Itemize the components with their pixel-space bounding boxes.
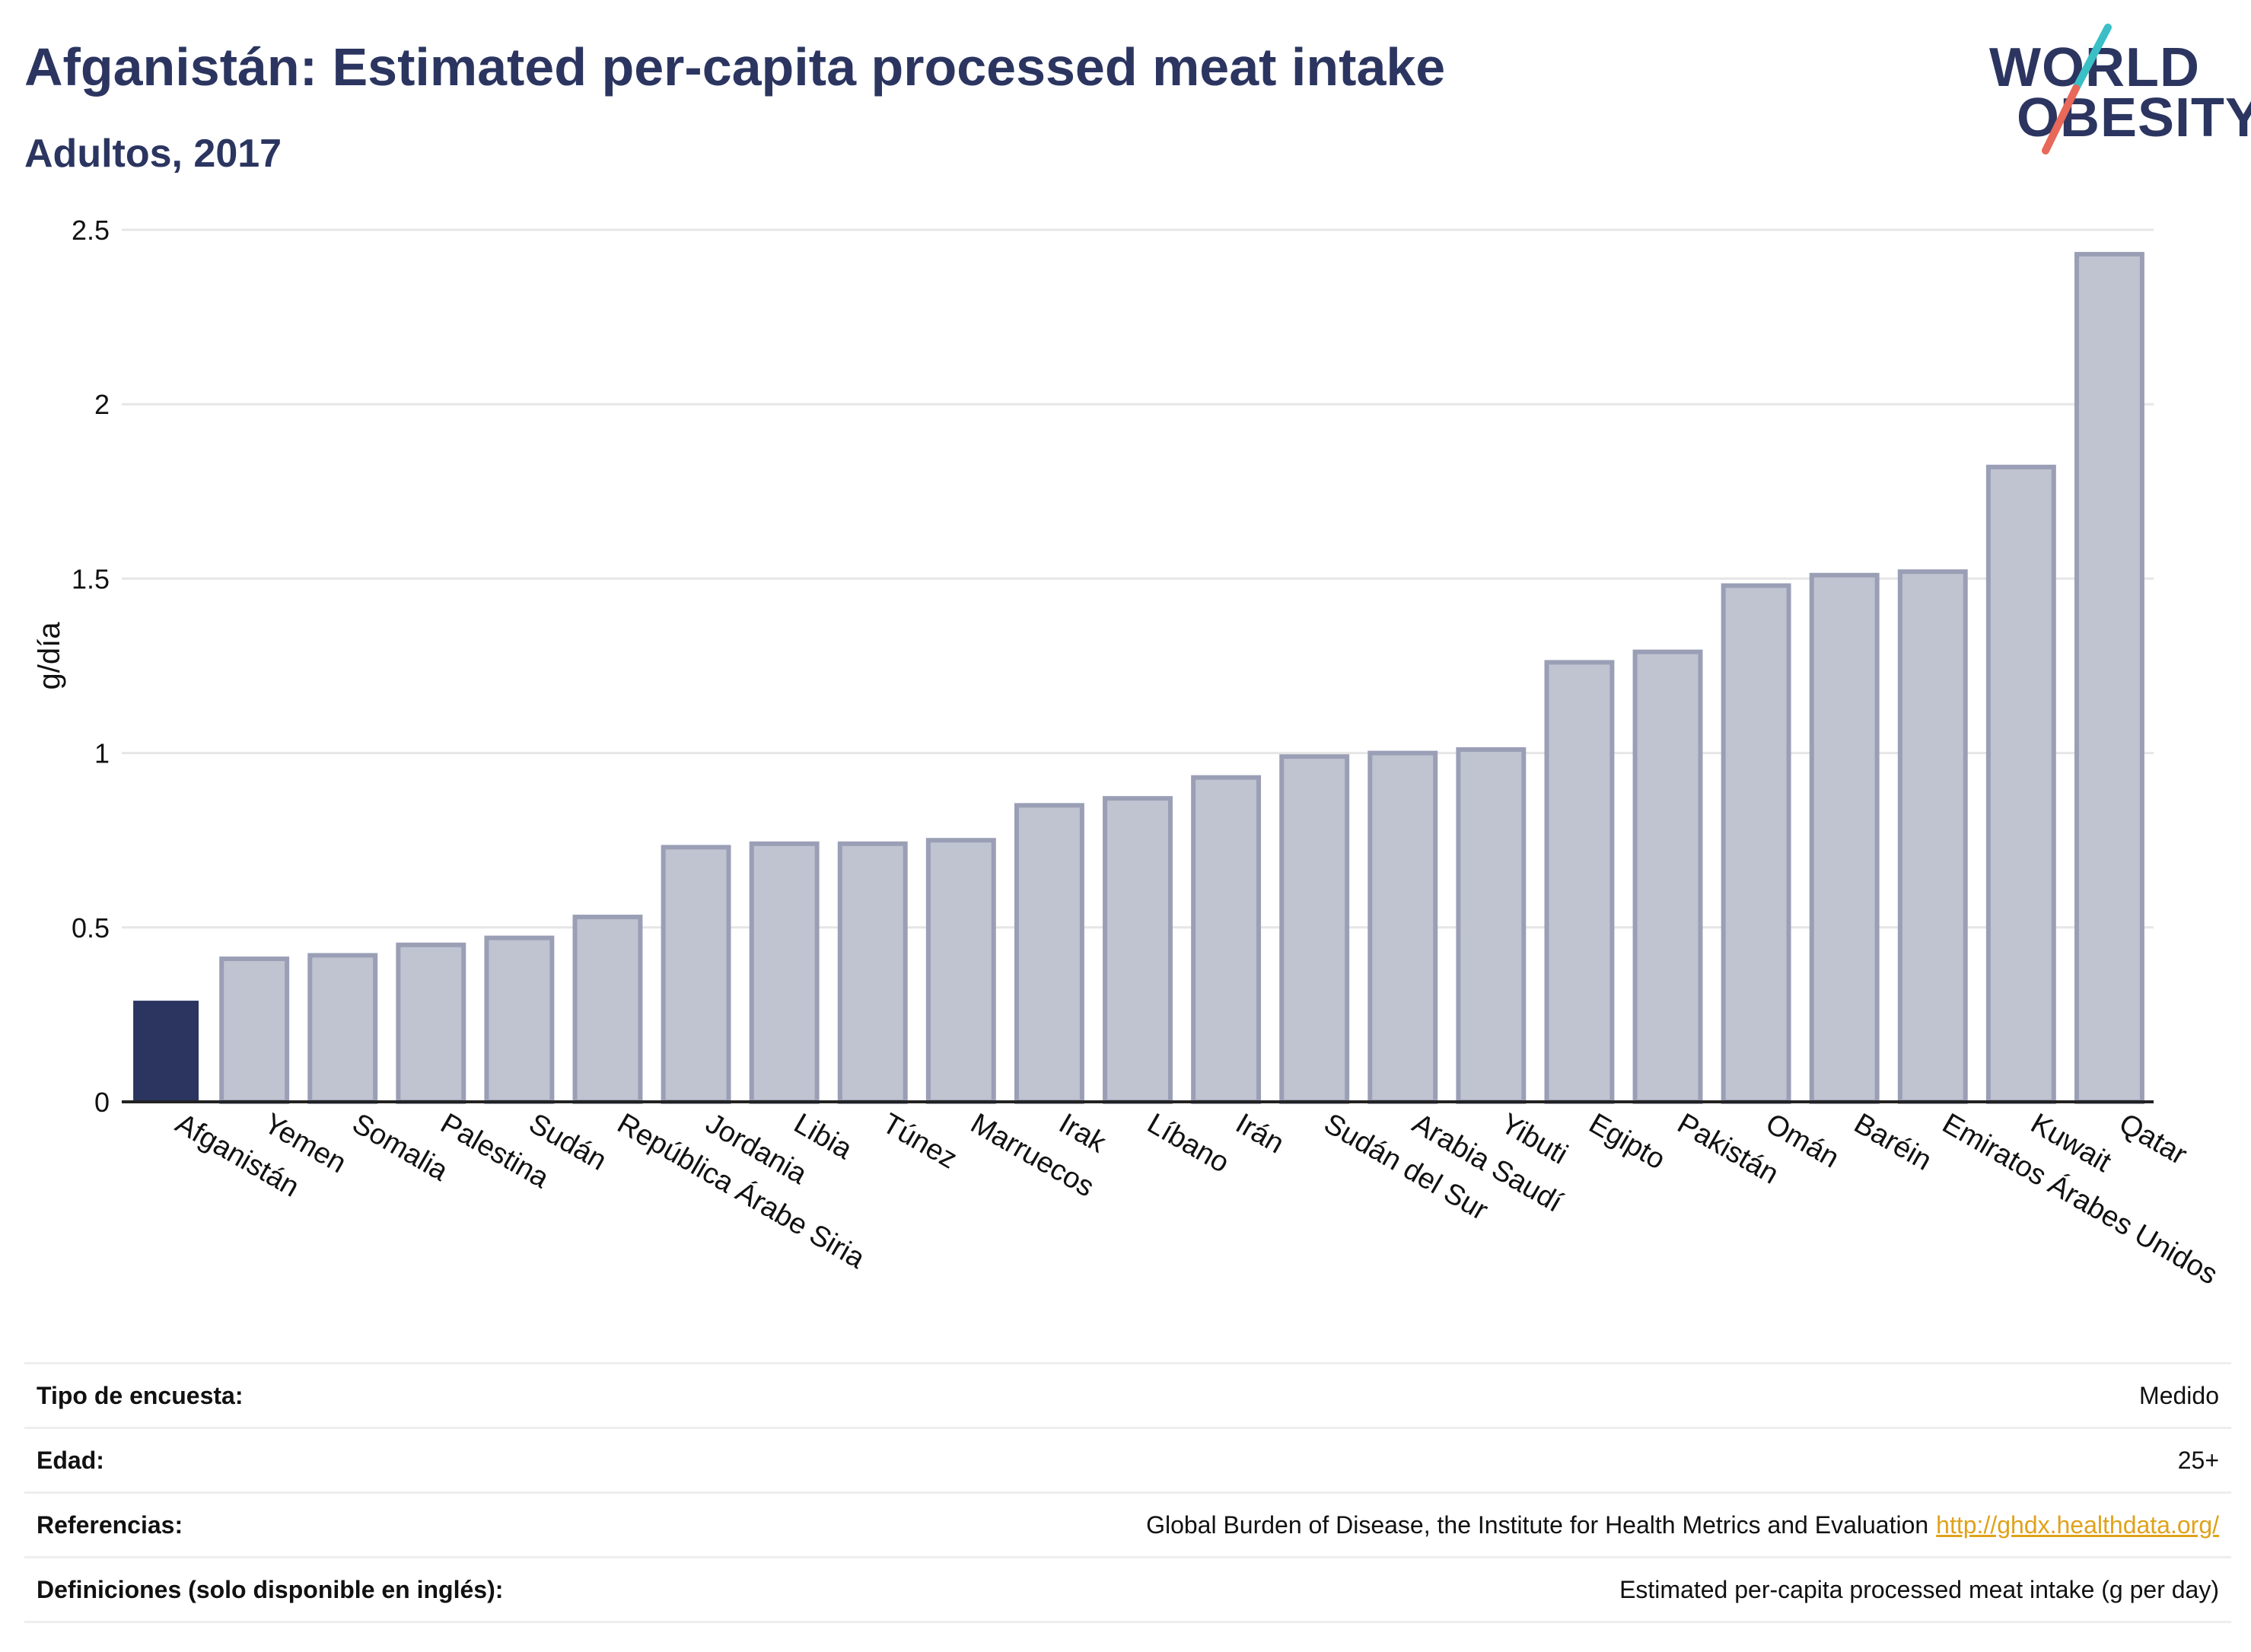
bar-8[interactable] (837, 841, 908, 1105)
bar-6[interactable] (661, 845, 731, 1105)
bar-13[interactable] (1279, 754, 1350, 1105)
y-tick-label: 1 (94, 738, 110, 769)
x-tick-label: Pakistán (1672, 1107, 1784, 1190)
bar-5[interactable] (572, 915, 643, 1104)
y-tick-label: 2 (94, 389, 110, 420)
bar-1[interactable] (219, 957, 290, 1105)
bars (133, 252, 2144, 1105)
x-tick-label: Líbano (1142, 1107, 1235, 1179)
bar-15[interactable] (1456, 747, 1527, 1104)
bar-0[interactable] (133, 1001, 199, 1102)
y-tick-label: 0.5 (72, 912, 110, 944)
references-label: Referencias: (37, 1510, 183, 1539)
bar-18[interactable] (1721, 583, 1791, 1104)
logo-slash-icon (2042, 24, 2112, 154)
survey-type-label: Tipo de encuesta: (37, 1381, 244, 1409)
meta-row-references: Referencias: Global Burden of Disease, t… (24, 1491, 2231, 1556)
bar-14[interactable] (1367, 750, 1438, 1104)
bar-17[interactable] (1632, 649, 1703, 1104)
bar-12[interactable] (1191, 775, 1262, 1104)
x-tick-label: Qatar (2113, 1107, 2192, 1171)
x-tick-label: Irán (1231, 1107, 1290, 1160)
world-obesity-logo: WORLD OBESITY (1986, 21, 2251, 166)
y-axis-ticks: 0 0.5 1 1.5 2 2.5 (72, 215, 110, 1118)
meta-row-age: Edad: 25+ (24, 1427, 2231, 1491)
bar-4[interactable] (484, 935, 555, 1104)
y-tick-label: 2.5 (72, 215, 110, 246)
bar-20[interactable] (1897, 569, 1968, 1104)
bar-16[interactable] (1544, 660, 1615, 1104)
chart-subtitle: Adultos, 2017 (24, 132, 282, 176)
age-value: 25+ (2177, 1446, 2219, 1474)
bar-2[interactable] (307, 953, 378, 1105)
bar-21[interactable] (1985, 464, 2056, 1104)
x-tick-label: Baréin (1848, 1107, 1937, 1176)
bar-chart: 0 0.5 1 1.5 2 2.5 AfganistánYemenSomaliaPales… (33, 215, 2224, 1291)
bar-9[interactable] (925, 838, 996, 1104)
references-value: Global Burden of Disease, the Institute … (1146, 1511, 2219, 1539)
x-tick-label: Egipto (1584, 1107, 1670, 1176)
x-tick-label: Somalia (347, 1107, 454, 1187)
meta-row-definitions: Definiciones (solo disponible en inglés)… (24, 1556, 2231, 1623)
age-label: Edad: (37, 1446, 104, 1474)
survey-type-value: Medido (2139, 1381, 2219, 1409)
y-tick-label: 1.5 (72, 563, 110, 594)
definitions-value: Estimated per-capita processed meat inta… (1619, 1575, 2219, 1603)
bar-7[interactable] (749, 841, 820, 1105)
x-tick-label: Irak (1053, 1107, 1112, 1160)
bar-11[interactable] (1103, 796, 1173, 1105)
y-tick-label: 0 (94, 1087, 110, 1118)
meta-row-survey: Tipo de encuesta: Medido (24, 1362, 2231, 1427)
chart-title: Afganistán: Estimated per-capita process… (24, 37, 1446, 97)
bar-19[interactable] (1809, 572, 1880, 1104)
bar-3[interactable] (396, 942, 466, 1104)
y-axis-label: g/día (33, 622, 66, 690)
references-text: Global Burden of Disease, the Institute … (1146, 1510, 1929, 1539)
metadata-table: Tipo de encuesta: Medido Edad: 25+ Refer… (24, 1362, 2231, 1623)
x-tick-label: Túnez (877, 1107, 962, 1175)
bar-10[interactable] (1014, 803, 1084, 1104)
definitions-label: Definiciones (solo disponible en inglés)… (37, 1575, 504, 1603)
references-link[interactable]: http://ghdx.healthdata.org/ (1936, 1510, 2219, 1539)
bar-22[interactable] (2074, 252, 2144, 1104)
